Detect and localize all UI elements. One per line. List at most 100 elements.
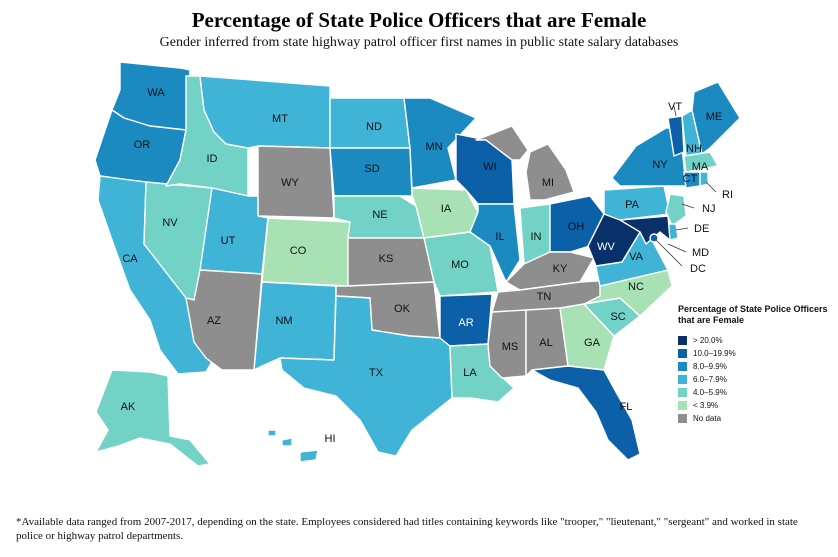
legend-item: 8.0–9.9% [678,360,828,372]
state-label-IL: IL [495,231,504,243]
state-NM[interactable] [253,281,337,371]
chart-title: Percentage of State Police Officers that… [191,8,647,32]
state-label-NV: NV [162,217,178,229]
state-label-MI: MI [542,177,554,189]
state-label-NC: NC [628,281,644,293]
legend-item: No data [678,412,828,424]
legend-label: No data [693,413,722,423]
state-label-OK: OK [394,303,411,315]
state-label-ND: ND [366,121,382,133]
state-SD[interactable] [329,147,413,197]
legend-label: < 3.9% [693,400,719,410]
legend-swatch [678,374,687,384]
legend-label: 10.0–19.9% [693,348,736,358]
state-HI-3[interactable] [267,429,277,437]
state-label-DC: DC [690,263,706,275]
state-label-MT: MT [272,113,288,125]
state-TX[interactable] [279,295,453,457]
state-HI[interactable] [299,449,319,463]
state-MI[interactable] [475,125,529,161]
legend-item: > 20.0% [678,334,828,346]
state-label-LA: LA [463,367,477,379]
legend-swatch [678,387,687,397]
state-label-ME: ME [706,111,723,123]
state-label-TN: TN [537,291,552,303]
legend-label: 6.0–7.9% [693,374,727,384]
footnote: *Available data ranged from 2007-2017, d… [16,516,798,542]
state-label-NM: NM [275,315,292,327]
legend-swatch [678,361,687,371]
state-MA[interactable] [683,151,719,173]
state-label-VA: VA [629,251,644,263]
legend-swatch [678,413,687,423]
legend-item: 4.0–5.9% [678,386,828,398]
state-label-OH: OH [568,221,585,233]
state-MI-lower[interactable] [525,143,575,201]
state-label-MD: MD [692,247,709,259]
state-label-KS: KS [379,253,394,265]
state-NC[interactable] [583,269,673,317]
state-NJ[interactable] [665,193,687,227]
state-label-WV: WV [597,241,615,253]
state-label-WY: WY [281,177,299,189]
state-label-OR: OR [134,139,151,151]
state-label-CT: CT [683,173,698,185]
leader-line-DC [655,239,683,267]
state-label-ID: ID [207,153,218,165]
state-label-GA: GA [584,337,601,349]
state-NY[interactable] [611,127,687,187]
state-label-WA: WA [147,87,165,99]
legend-item: 10.0–19.9% [678,347,828,359]
state-label-HI: HI [325,433,336,445]
state-label-AZ: AZ [207,315,221,327]
state-GA[interactable] [559,303,615,371]
state-FL[interactable] [531,365,641,461]
state-MD[interactable] [619,215,671,245]
state-label-DE: DE [694,223,709,235]
legend-label: > 20.0% [693,335,723,345]
state-UT[interactable] [199,187,269,275]
state-IL[interactable] [469,203,521,283]
state-label-MS: MS [502,341,519,353]
state-label-PA: PA [625,199,640,211]
leader-line-MD [667,243,687,253]
state-label-MN: MN [425,141,442,153]
legend-item: < 3.9% [678,399,828,411]
state-VT[interactable] [667,115,685,157]
legend-items: > 20.0% 10.0–19.9% 8.0–9.9% 6.0–7.9% 4.0–5.9… [678,334,828,424]
state-label-UT: UT [221,235,236,247]
state-label-RI: RI [722,189,733,201]
state-label-VT: VT [668,101,682,113]
legend-item: 6.0–7.9% [678,373,828,385]
state-label-WI: WI [483,161,496,173]
legend-swatch [678,348,687,358]
state-ME[interactable] [691,81,741,155]
state-MN[interactable] [403,97,477,189]
legend-label: 4.0–5.9% [693,387,727,397]
state-label-NJ: NJ [702,203,715,215]
state-label-MA: MA [692,161,709,173]
legend-swatch [678,400,687,410]
state-label-FL: FL [620,401,633,413]
state-MT[interactable] [199,75,331,149]
leader-line-DE [675,227,689,231]
state-HI-2[interactable] [281,437,293,447]
state-label-AR: AR [458,317,473,329]
state-label-SC: SC [610,311,625,323]
state-label-CA: CA [122,253,138,265]
state-label-NY: NY [652,159,668,171]
state-AK[interactable] [95,369,211,467]
state-label-IA: IA [441,203,452,215]
chart-subtitle: Gender inferred from state highway patro… [159,35,679,50]
state-label-CO: CO [290,245,307,257]
state-RI[interactable] [699,171,709,187]
legend-swatch [678,335,687,345]
state-label-IN: IN [531,231,542,243]
legend-title: Percentage of State Police Officers that… [678,304,828,325]
leader-line-NJ [681,203,695,209]
state-label-KY: KY [553,263,568,275]
state-label-AL: AL [539,337,552,349]
state-label-SD: SD [364,163,379,175]
legend-label: 8.0–9.9% [693,361,727,371]
state-label-NE: NE [372,209,387,221]
